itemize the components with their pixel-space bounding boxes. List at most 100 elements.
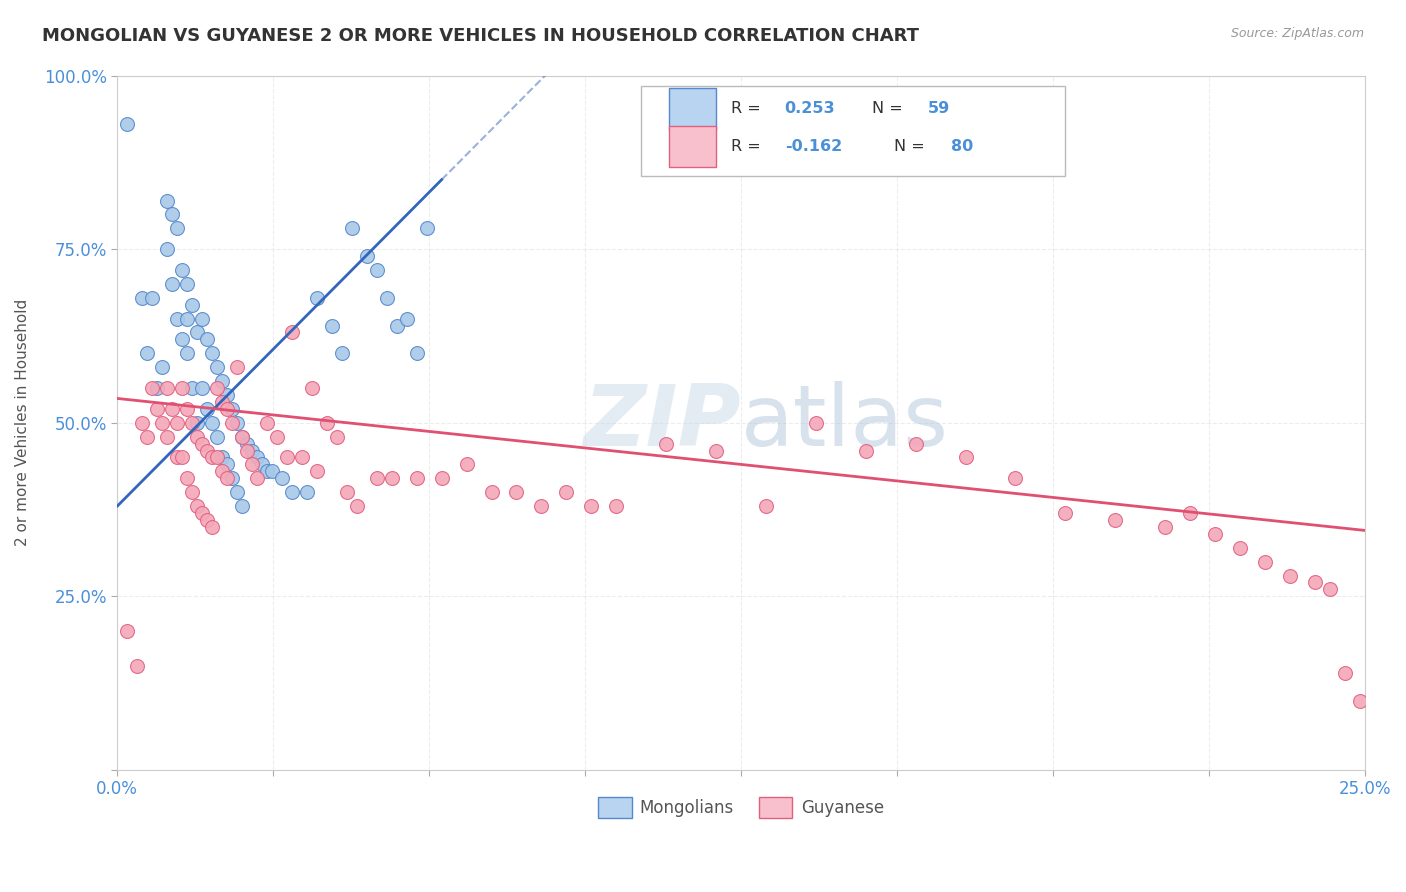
Point — [530, 499, 553, 513]
Point — [356, 249, 378, 263]
Point — [191, 311, 214, 326]
Point — [1178, 506, 1201, 520]
Point — [205, 430, 228, 444]
Point — [1204, 527, 1226, 541]
Point — [150, 360, 173, 375]
Point — [226, 360, 249, 375]
Point — [201, 520, 224, 534]
Text: N =: N = — [872, 102, 908, 116]
Point — [456, 458, 478, 472]
Point — [136, 430, 159, 444]
Text: atlas: atlas — [741, 381, 949, 464]
Point — [295, 485, 318, 500]
Point — [231, 430, 253, 444]
Point — [172, 381, 194, 395]
Point — [172, 333, 194, 347]
Point — [186, 416, 208, 430]
Point — [281, 485, 304, 500]
Point — [430, 471, 453, 485]
Point — [281, 326, 304, 340]
Point — [236, 436, 259, 450]
Point — [131, 416, 153, 430]
Point — [195, 443, 218, 458]
Point — [172, 263, 194, 277]
Point — [1303, 575, 1326, 590]
Bar — [669, 88, 716, 129]
Point — [141, 381, 163, 395]
Point — [195, 333, 218, 347]
Point — [366, 263, 388, 277]
Point — [160, 401, 183, 416]
Point — [1278, 568, 1301, 582]
FancyBboxPatch shape — [641, 86, 1066, 177]
Point — [211, 450, 233, 465]
Point — [505, 485, 527, 500]
Point — [221, 471, 243, 485]
Point — [250, 458, 273, 472]
Point — [176, 346, 198, 360]
Point — [166, 450, 188, 465]
Point — [117, 624, 139, 639]
Point — [955, 450, 977, 465]
Point — [236, 443, 259, 458]
Point — [176, 311, 198, 326]
Point — [156, 430, 179, 444]
Text: 80: 80 — [950, 139, 973, 153]
Point — [271, 471, 294, 485]
Point — [211, 464, 233, 478]
Point — [246, 471, 269, 485]
Point — [366, 471, 388, 485]
Point — [655, 436, 678, 450]
Point — [385, 318, 408, 333]
Text: 59: 59 — [928, 102, 950, 116]
Point — [305, 464, 328, 478]
Point — [176, 471, 198, 485]
Point — [804, 416, 827, 430]
Point — [172, 450, 194, 465]
Point — [246, 450, 269, 465]
Point — [205, 381, 228, 395]
Y-axis label: 2 or more Vehicles in Household: 2 or more Vehicles in Household — [15, 299, 30, 547]
Point — [1319, 582, 1341, 597]
Point — [205, 450, 228, 465]
Point — [191, 436, 214, 450]
Point — [301, 381, 323, 395]
Point — [191, 381, 214, 395]
Point — [266, 430, 288, 444]
Point — [186, 430, 208, 444]
Point — [201, 346, 224, 360]
Point — [226, 485, 249, 500]
Point — [156, 242, 179, 256]
Point — [211, 395, 233, 409]
Point — [231, 430, 253, 444]
Point — [581, 499, 603, 513]
Point — [201, 416, 224, 430]
Point — [305, 291, 328, 305]
Point — [195, 513, 218, 527]
Point — [1154, 520, 1177, 534]
Point — [336, 485, 359, 500]
Point — [405, 346, 427, 360]
Point — [346, 499, 368, 513]
Point — [150, 416, 173, 430]
Point — [240, 458, 263, 472]
Text: -0.162: -0.162 — [785, 139, 842, 153]
Point — [231, 499, 253, 513]
Point — [1254, 555, 1277, 569]
Point — [186, 499, 208, 513]
Text: N =: N = — [894, 139, 931, 153]
Point — [181, 298, 204, 312]
Point — [160, 207, 183, 221]
Point — [166, 311, 188, 326]
Point — [186, 326, 208, 340]
Point — [855, 443, 877, 458]
Point — [1229, 541, 1251, 555]
Point — [166, 221, 188, 235]
Point — [146, 401, 169, 416]
Point — [555, 485, 578, 500]
Point — [156, 194, 179, 208]
Point — [217, 388, 239, 402]
Point — [156, 381, 179, 395]
Point — [340, 221, 363, 235]
Text: R =: R = — [731, 139, 766, 153]
